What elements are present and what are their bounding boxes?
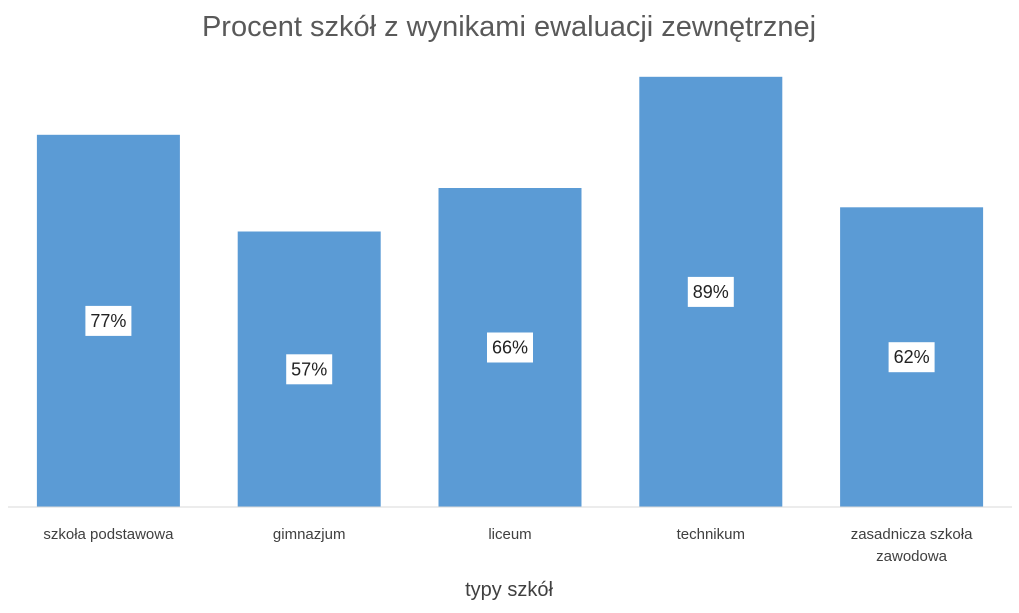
value-label-text-2: 66% [492, 338, 528, 358]
value-label-text-0: 77% [90, 311, 126, 331]
value-label-text-4: 62% [894, 347, 930, 367]
value-label-text-1: 57% [291, 359, 327, 379]
category-label-line: gimnazjum [273, 526, 346, 543]
category-label-line: zawodowa [876, 548, 948, 565]
value-label-box-2 [487, 332, 533, 363]
category-label-4: zasadnicza szkoła zawodowa [851, 526, 973, 565]
value-label-4: 62% [888, 342, 935, 373]
value-label-2: 66% [487, 332, 533, 363]
x-axis-title: typy szkół [465, 579, 553, 601]
category-label-line: technikum [677, 526, 745, 543]
value-label-1: 57% [286, 354, 333, 385]
category-label-line: zasadnicza szkoła [851, 526, 973, 543]
value-label-0: 77% [85, 305, 132, 336]
category-label-0: szkoła podstawowa [43, 526, 174, 543]
category-label-3: technikum [677, 526, 745, 543]
value-label-3: 89% [687, 276, 734, 307]
value-label-box-0 [85, 305, 132, 336]
category-label-line: liceum [488, 526, 531, 543]
value-label-box-1 [286, 354, 333, 385]
category-label-1: gimnazjum [273, 526, 346, 543]
value-label-box-3 [687, 276, 734, 307]
category-label-line: szkoła podstawowa [43, 526, 174, 543]
bars-group [36, 76, 984, 508]
value-label-text-3: 89% [693, 282, 729, 302]
value-labels-group: 77% 57% 66% 89% 62% [85, 276, 935, 385]
value-label-box-4 [888, 342, 935, 373]
category-labels-group: szkoła podstawowa gimnazjum liceum techniku… [43, 526, 973, 565]
category-label-2: liceum [488, 526, 531, 543]
chart-title: Procent szkół z wynikami ewaluacji zewnę… [202, 11, 816, 43]
